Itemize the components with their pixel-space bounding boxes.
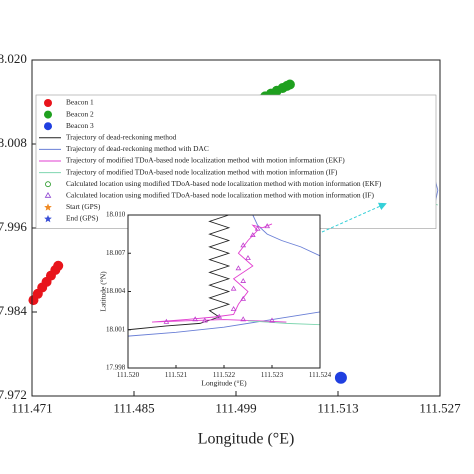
y-tick-label: 18.020 [0, 51, 27, 66]
marker [269, 317, 275, 323]
trajectory-line [247, 320, 321, 326]
zoom-arrow [321, 202, 387, 233]
legend-swatch [44, 203, 52, 211]
legend-box [35, 94, 437, 229]
legend-swatch [44, 122, 52, 131]
legend-label: End (GPS) [66, 214, 99, 223]
marker [240, 295, 247, 301]
y-tick-label: 17.996 [0, 219, 27, 234]
legend-swatch [44, 99, 52, 107]
x-tick-label: 111.521 [165, 371, 188, 379]
marker [240, 242, 247, 248]
marker [53, 260, 64, 271]
marker [163, 318, 170, 324]
legend-label: Beacon 3 [66, 121, 94, 130]
marker [216, 313, 223, 319]
marker [240, 316, 247, 322]
y-tick-label: 18.004 [106, 287, 126, 295]
x-tick-label: 111.522 [213, 371, 236, 379]
marker [201, 317, 208, 323]
y-tick-label: 18.010 [106, 211, 126, 219]
trajectory-line [127, 214, 231, 331]
marker [240, 278, 247, 283]
x-tick-label: 111.485 [113, 401, 154, 416]
marker [334, 371, 347, 384]
marker [284, 79, 295, 90]
legend-label: Start (GPS) [66, 202, 101, 211]
legend-label: Trajectory of modified TDoA-based node l… [66, 156, 345, 165]
x-tick-label: 111.523 [261, 371, 284, 379]
x-tick-label: 111.524 [309, 371, 332, 379]
y-tick-label: 17.984 [0, 303, 27, 318]
legend-label: Calculated location using modified TDoA-… [66, 191, 374, 200]
x-axis-label: Longitude (°E) [198, 431, 295, 448]
x-tick-label: 111.499 [215, 401, 256, 416]
legend-label: Trajectory of dead-reckoning method [66, 133, 177, 142]
legend-swatch [45, 181, 51, 188]
y-axis-label: Latitude (°N) [99, 271, 108, 312]
marker [254, 225, 261, 231]
marker [264, 223, 271, 229]
marker [245, 255, 251, 261]
legend-swatch [44, 215, 52, 223]
y-tick-label: 17.972 [0, 387, 27, 402]
inset-background [128, 215, 320, 368]
x-tick-label: 111.520 [117, 371, 140, 379]
x-tick-label: 111.513 [317, 401, 358, 416]
legend-label: Trajectory of modified TDoA-based node l… [66, 167, 338, 176]
marker [192, 316, 199, 322]
marker [230, 285, 237, 291]
y-tick-label: 17.998 [106, 364, 126, 372]
marker [249, 232, 256, 238]
legend-swatch [44, 192, 52, 198]
trajectory-line [127, 214, 321, 337]
x-tick-label: 111.471 [11, 401, 52, 416]
trajectory-line [151, 223, 287, 323]
y-tick-label: 18.001 [106, 325, 126, 333]
legend-label: Beacon 1 [66, 98, 94, 107]
y-tick-label: 18.008 [0, 135, 27, 150]
marker [235, 265, 242, 271]
legend-swatch [44, 110, 52, 119]
legend-label: Trajectory of dead-reckoning method with… [66, 144, 209, 153]
legend-label: Calculated location using modified TDoA-… [66, 179, 382, 188]
x-tick-label: 111.527 [419, 401, 461, 416]
x-axis-label: Longitude (°E) [201, 379, 247, 388]
legend-label: Beacon 2 [66, 109, 94, 118]
y-tick-label: 18.007 [106, 249, 126, 257]
marker [230, 306, 237, 312]
